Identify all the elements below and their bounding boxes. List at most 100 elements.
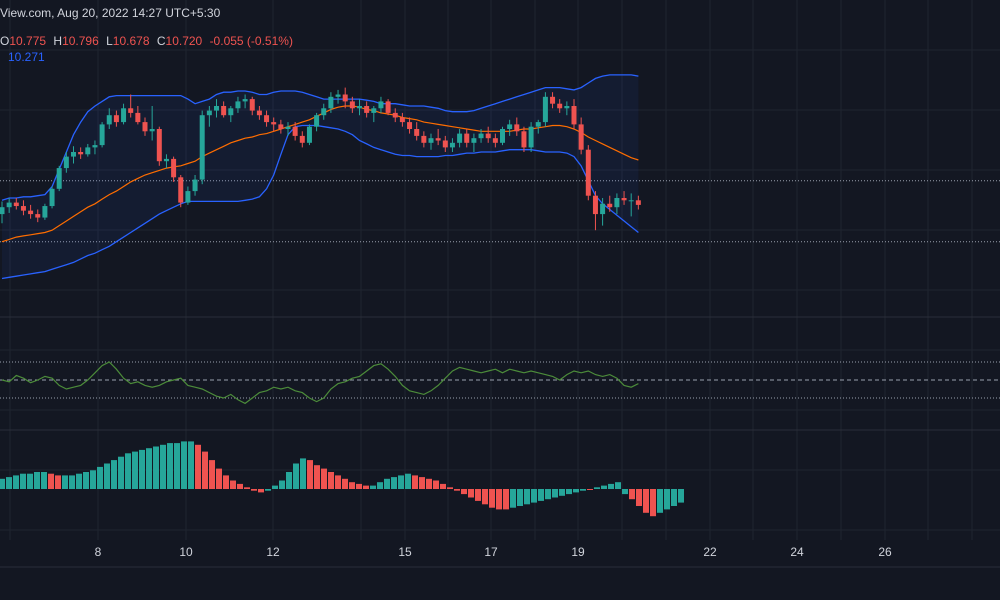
- candle-body: [85, 147, 91, 155]
- macd-bar: [167, 443, 173, 489]
- candle-body: [228, 108, 234, 116]
- candle: [349, 96, 355, 113]
- candle-body: [621, 198, 627, 201]
- candle-body: [271, 122, 277, 125]
- candle: [156, 126, 162, 166]
- macd-bar: [594, 487, 600, 489]
- macd-bar: [566, 489, 572, 495]
- candle: [63, 152, 69, 173]
- candle: [113, 110, 119, 127]
- macd-bar: [279, 480, 285, 489]
- candle-body: [521, 131, 527, 148]
- macd-bar: [461, 489, 467, 495]
- macd-bar: [615, 482, 621, 489]
- candle-body: [242, 99, 248, 102]
- macd-bar: [678, 489, 684, 503]
- candle-body: [507, 124, 513, 129]
- macd-bar: [419, 477, 425, 489]
- candle-body: [199, 115, 205, 180]
- candle-body: [235, 101, 241, 109]
- candle-body: [221, 106, 227, 116]
- candle-body: [614, 198, 620, 208]
- candle: [321, 103, 327, 120]
- macd-bar: [538, 489, 544, 501]
- macd-bar: [41, 472, 47, 489]
- macd-bar: [335, 475, 341, 489]
- candle: [464, 129, 470, 148]
- macd-bar: [545, 489, 551, 500]
- candle: [521, 126, 527, 152]
- candle: [314, 112, 320, 132]
- time-axis-tick: 19: [571, 545, 585, 559]
- candle: [507, 119, 513, 136]
- candle: [364, 101, 370, 118]
- candle: [435, 129, 441, 146]
- candle: [457, 129, 463, 148]
- macd-bar: [580, 489, 586, 491]
- candle-body: [278, 124, 284, 129]
- time-axis-tick: 22: [703, 545, 717, 559]
- candle-body: [500, 129, 505, 143]
- bollinger-upper: [1, 74, 639, 201]
- candle: [0, 201, 5, 224]
- candle: [528, 122, 534, 152]
- macd-bar: [272, 485, 278, 489]
- candle-body: [178, 177, 184, 203]
- candle: [478, 129, 484, 143]
- change-value: -0.055 (-0.51%): [210, 34, 293, 48]
- candle-body: [71, 152, 76, 157]
- candle-body: [78, 152, 84, 155]
- candle-body: [449, 142, 455, 148]
- macd-bar: [377, 482, 383, 489]
- candle: [56, 165, 62, 192]
- macd-bar: [160, 444, 166, 489]
- macd-bar: [342, 478, 348, 489]
- macd-bar: [181, 441, 187, 489]
- candle: [421, 131, 427, 148]
- candle: [621, 191, 627, 205]
- macd-bar: [55, 475, 61, 489]
- candle-body: [314, 115, 320, 127]
- candle-body: [92, 145, 98, 148]
- candle-body: [485, 133, 491, 139]
- candle-body: [557, 103, 563, 109]
- candle-body: [292, 126, 298, 136]
- candle: [500, 126, 505, 146]
- candlestick-series[interactable]: [0, 87, 641, 231]
- candle: [414, 122, 420, 141]
- macd-bar: [629, 489, 635, 500]
- candle: [85, 143, 91, 157]
- macd-bar: [426, 478, 432, 489]
- candle-body: [407, 122, 413, 129]
- candle: [106, 108, 112, 129]
- candle-body: [328, 96, 334, 109]
- candle-body: [299, 135, 305, 143]
- candle-body: [514, 124, 520, 132]
- macd-bar: [622, 489, 628, 495]
- candle-body: [285, 126, 291, 129]
- macd-bar: [174, 443, 180, 489]
- candle: [49, 186, 55, 209]
- candle: [142, 117, 148, 136]
- macd-bar: [188, 441, 194, 489]
- macd-bar: [153, 446, 159, 489]
- macd-bar: [34, 472, 40, 489]
- candle: [535, 119, 541, 134]
- candle: [28, 204, 34, 219]
- candle-body: [528, 126, 534, 148]
- macd-bar: [20, 473, 26, 489]
- candle-body: [335, 94, 341, 97]
- macd-bar: [265, 489, 271, 491]
- candle: [163, 154, 169, 169]
- candle-body: [471, 138, 477, 143]
- macd-bar: [216, 468, 222, 489]
- low-value: 10.678: [113, 34, 150, 48]
- candle: [249, 96, 255, 116]
- candle: [214, 99, 219, 118]
- macd-bar: [209, 460, 215, 489]
- candle: [542, 92, 548, 127]
- candle: [206, 106, 212, 127]
- macd-histogram: [0, 441, 684, 517]
- macd-bar: [0, 478, 5, 489]
